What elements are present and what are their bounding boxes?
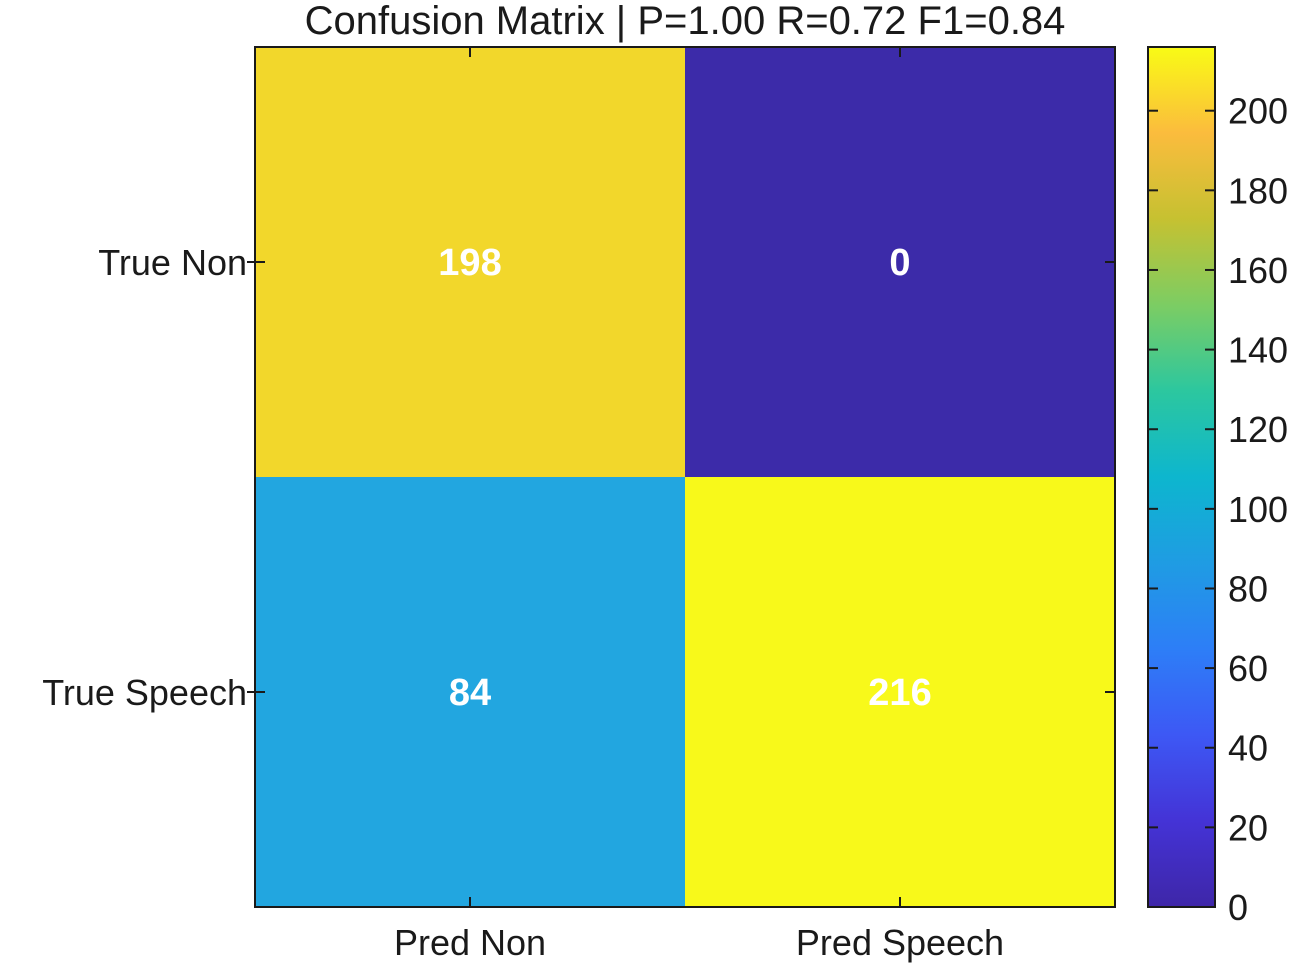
heatmap-cell	[255, 477, 685, 907]
colorbar-tick-label: 0	[1228, 887, 1248, 928]
x-tick-label: Pred Non	[394, 922, 546, 963]
x-tick-label: Pred Speech	[796, 922, 1004, 963]
cell-value-label: 84	[449, 672, 491, 714]
colorbar-tick-label: 180	[1228, 170, 1288, 211]
chart-title: Confusion Matrix | P=1.00 R=0.72 F1=0.84	[305, 0, 1066, 43]
colorbar-tick-label: 160	[1228, 250, 1288, 291]
colorbar-tick-label: 40	[1228, 728, 1268, 769]
colorbar-tick-label: 20	[1228, 807, 1268, 848]
colorbar-ticks: 0 20 40 60 80 100 120 140 160 180 200	[1148, 91, 1288, 928]
y-axis-ticks: True Non True Speech	[42, 242, 1115, 713]
cell-value-label: 198	[438, 242, 501, 284]
heatmap-cells	[255, 47, 1115, 907]
colorbar	[1147, 46, 1216, 908]
heatmap-cell	[685, 47, 1115, 477]
colorbar-tick-label: 100	[1228, 489, 1288, 530]
colorbar-tick-label: 140	[1228, 330, 1288, 371]
heatmap-cell	[255, 47, 685, 477]
cell-value-label: 216	[868, 672, 931, 714]
heatmap-cell	[685, 477, 1115, 907]
plot-frame	[254, 46, 1116, 908]
colorbar-tick-label: 60	[1228, 648, 1268, 689]
x-axis-ticks: Pred Non Pred Speech	[394, 47, 1004, 963]
y-tick-label: True Non	[98, 242, 247, 283]
cell-value-label: 0	[889, 242, 910, 284]
cell-value-labels: 198 0 84 216	[438, 242, 931, 714]
y-tick-label: True Speech	[42, 672, 247, 713]
colorbar-tick-label: 120	[1228, 409, 1288, 450]
colorbar-tick-label: 80	[1228, 568, 1268, 609]
colorbar-tick-label: 200	[1228, 91, 1288, 132]
